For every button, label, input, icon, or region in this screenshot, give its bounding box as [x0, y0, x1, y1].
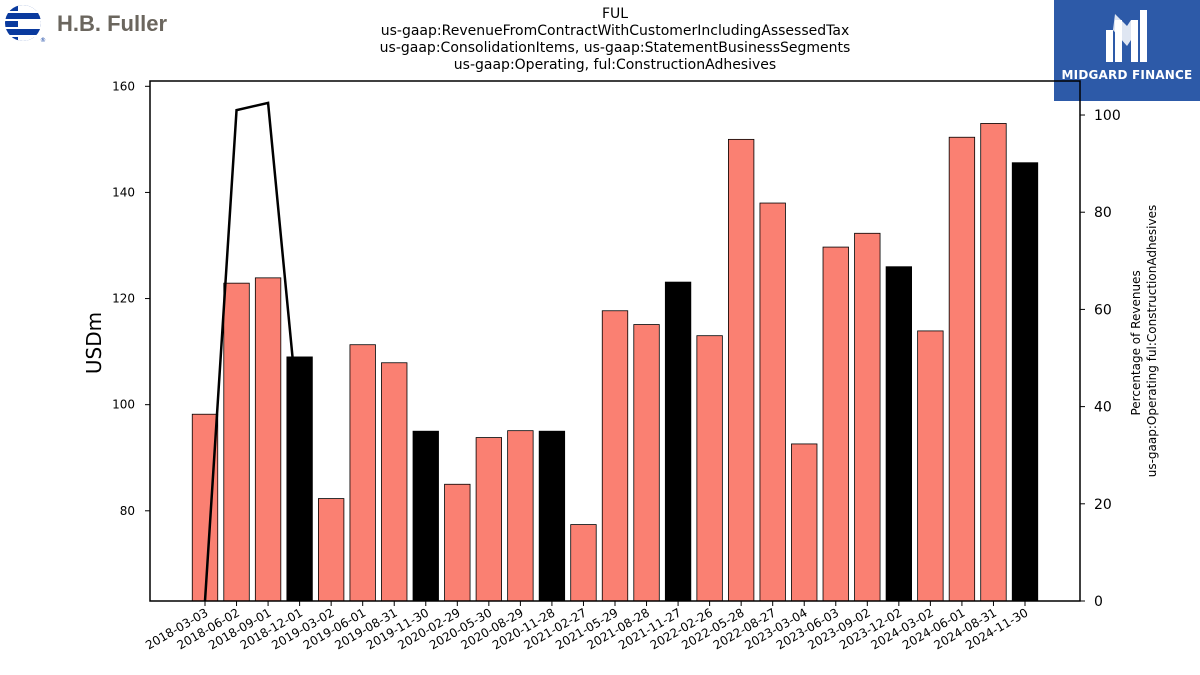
line-series-path — [203, 101, 301, 602]
bar — [791, 443, 818, 602]
svg-text:®: ® — [40, 37, 46, 44]
company-globe-icon — [5, 5, 41, 41]
bar — [917, 330, 944, 602]
bar — [507, 430, 534, 602]
y2-tick-label: 40 — [1094, 400, 1112, 416]
y-axis-label: USDm — [82, 312, 106, 374]
bar — [444, 483, 471, 602]
y-axis-left: 80 100 120 140 160 — [112, 79, 150, 518]
bar — [381, 362, 408, 602]
y-tick-label: 100 — [112, 398, 135, 412]
bar — [570, 524, 597, 602]
y2-tick-label: 100 — [1094, 108, 1121, 124]
company-logo-text: H.B. Fuller — [57, 11, 167, 36]
bar-group — [191, 123, 1039, 602]
y2-tick-label: 60 — [1094, 302, 1112, 318]
y-tick-label: 140 — [112, 185, 135, 199]
x-axis: 2018-03-032018-06-022018-09-012018-12-01… — [143, 601, 1031, 652]
chart-title: FUL us-gaap:RevenueFromContractWithCusto… — [300, 6, 930, 74]
chart-title-line: us-gaap:RevenueFromContractWithCustomerI… — [380, 23, 850, 39]
bar — [254, 277, 282, 602]
y2-axis-label-line: us-gaap:Operating ful:ConstructionAdhesi… — [1145, 205, 1159, 478]
bar — [885, 266, 912, 602]
y2-axis-label-line: Percentage of Revenues — [1129, 270, 1143, 415]
bar — [223, 282, 250, 602]
bar — [948, 136, 976, 602]
bar — [1011, 162, 1039, 602]
company-logo: ® H.B. Fuller — [0, 0, 200, 48]
bar — [664, 281, 692, 602]
bar — [601, 310, 629, 602]
bar — [980, 123, 1007, 602]
bar — [538, 430, 566, 602]
line-series — [203, 101, 301, 602]
bar — [349, 344, 376, 602]
bar — [854, 232, 881, 602]
bar — [759, 202, 786, 602]
bar — [475, 437, 502, 602]
bar — [728, 138, 755, 602]
company-logo-mark: ® H.B. Fuller — [5, 5, 167, 44]
bar — [633, 324, 660, 602]
sponsor-logo-text: MIDGARD FINANCE — [1061, 68, 1193, 82]
y2-tick-label: 80 — [1094, 205, 1112, 221]
bar — [318, 498, 345, 602]
chart-title-line: us-gaap:Operating, ful:ConstructionAdhes… — [453, 57, 777, 73]
sponsor-logo: MIDGARD FINANCE — [1054, 0, 1200, 101]
bar — [412, 430, 439, 602]
y-tick-label: 80 — [120, 504, 135, 518]
chart-title-line: FUL — [601, 6, 629, 22]
chart-title-line: us-gaap:ConsolidationItems, us-gaap:Stat… — [379, 40, 851, 56]
sponsor-logo-icon — [1106, 10, 1147, 62]
bar — [696, 335, 723, 602]
bar — [286, 356, 313, 602]
bar — [822, 246, 849, 602]
y2-tick-label: 20 — [1094, 497, 1112, 513]
y-tick-label: 160 — [112, 79, 135, 93]
y2-tick-label: 0 — [1094, 594, 1103, 610]
y-tick-label: 120 — [112, 292, 135, 306]
bar — [191, 413, 219, 602]
y2-axis-label: Percentage of Revenues us-gaap:Operating… — [1129, 205, 1159, 478]
y-axis-right: 0 20 40 60 80 100 — [1080, 108, 1121, 610]
